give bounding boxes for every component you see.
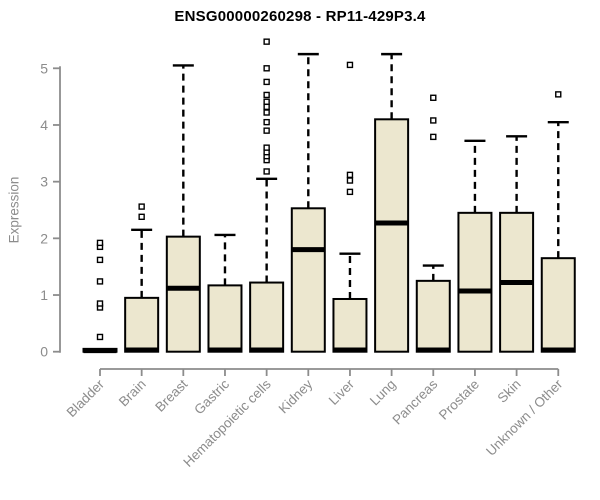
outlier-point xyxy=(96,300,104,307)
x-tick-label: Gastric xyxy=(191,376,232,417)
outlier-point xyxy=(346,177,354,184)
y-tick-label: 0 xyxy=(40,344,48,360)
x-tick-label-group: Prostate xyxy=(436,377,482,423)
box-rect xyxy=(332,297,368,353)
box-rect xyxy=(290,207,326,353)
boxplot-prostate xyxy=(457,139,493,353)
box-rect xyxy=(124,296,160,353)
x-tick-label: Prostate xyxy=(436,377,482,423)
outlier-point xyxy=(263,127,270,134)
box-rect xyxy=(207,284,243,353)
box-rect xyxy=(540,257,576,353)
boxplot-liver xyxy=(332,61,368,353)
boxplot-unknown-other xyxy=(540,91,576,353)
x-tick-label: Breast xyxy=(152,376,190,414)
outlier-point xyxy=(263,109,270,116)
outlier-point xyxy=(263,103,270,111)
outlier-point xyxy=(96,333,104,341)
outlier-point xyxy=(346,171,354,179)
y-tick-label: 5 xyxy=(40,60,48,76)
outlier-point xyxy=(430,117,437,124)
x-tick-label-group: Lung xyxy=(367,377,399,409)
boxplot-skin xyxy=(499,135,535,353)
outlier-point xyxy=(263,144,270,151)
x-tick-label: Lung xyxy=(367,377,399,409)
y-tick-label: 3 xyxy=(40,174,48,190)
outlier-point xyxy=(346,188,354,196)
x-tick-label-group: Skin xyxy=(495,377,524,406)
outlier-point xyxy=(96,239,104,247)
x-tick-label: Brain xyxy=(116,377,149,410)
x-tick-label: Skin xyxy=(495,377,524,406)
x-tick-label-group: Breast xyxy=(152,376,190,414)
outlier-point xyxy=(96,256,104,264)
boxplot-hematopoietic-cells xyxy=(249,38,285,353)
x-tick-label: Liver xyxy=(326,376,358,408)
boxplot-breast xyxy=(165,64,201,353)
outlier-point xyxy=(346,61,354,69)
outlier-point xyxy=(263,118,270,126)
outlier-point xyxy=(138,213,145,221)
y-tick-label: 1 xyxy=(40,287,48,303)
outlier-point xyxy=(430,133,437,141)
x-tick-label-group: Kidney xyxy=(276,376,316,416)
x-tick-label-group: Unknown / Other xyxy=(483,376,566,459)
box-rect xyxy=(165,235,201,353)
box-rect xyxy=(415,279,451,353)
y-tick-label: 4 xyxy=(40,117,48,133)
outlier-point xyxy=(138,203,145,210)
box-rect xyxy=(249,281,285,353)
x-tick-label: Pancreas xyxy=(389,376,440,427)
outlier-point xyxy=(263,91,270,99)
outlier-point xyxy=(555,91,562,98)
x-tick-label-group: Brain xyxy=(116,377,149,410)
box-rect xyxy=(374,118,410,353)
boxplot-pancreas xyxy=(415,94,451,353)
outlier-point xyxy=(263,78,270,86)
outlier-point xyxy=(96,278,104,285)
boxplot-bladder xyxy=(82,239,118,354)
outlier-point xyxy=(430,94,437,101)
boxplot-lung xyxy=(374,52,410,353)
x-tick-label: Bladder xyxy=(64,376,108,420)
x-tick-label: Unknown / Other xyxy=(483,376,566,459)
outlier-point xyxy=(263,65,270,72)
x-tick-label-group: Bladder xyxy=(64,376,108,420)
boxplot-brain xyxy=(124,203,160,353)
outlier-point xyxy=(263,168,270,175)
x-tick-label: Kidney xyxy=(276,376,316,416)
box-rect xyxy=(457,211,493,353)
x-tick-label-group: Gastric xyxy=(191,376,232,417)
boxplot-kidney xyxy=(290,52,326,353)
chart-title: ENSG00000260298 - RP11-429P3.4 xyxy=(174,8,426,25)
boxplot-gastric xyxy=(207,233,243,353)
outlier-point xyxy=(263,38,270,45)
x-tick-label-group: Liver xyxy=(326,376,358,408)
x-tick-label-group: Pancreas xyxy=(389,376,440,427)
y-tick-label: 2 xyxy=(40,230,48,246)
outlier-point xyxy=(263,98,270,105)
